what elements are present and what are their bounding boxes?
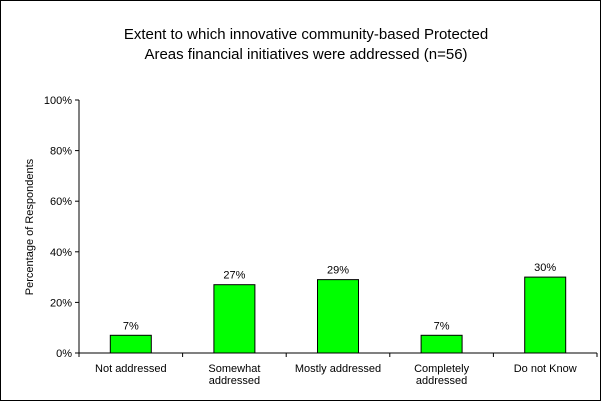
category-label: Do not Know [514,363,577,375]
bar [317,279,359,354]
y-tick-label: 20% [50,297,72,309]
category-label: Completely [414,363,470,375]
category-label: Somewhat [208,363,260,375]
category-label: addressed [209,375,260,387]
plot-area: 0% 20% 40% 60% 80% 100% 7% Not addressed 27% Some… [44,95,598,387]
chart-title: Extent to which innovative community-bas… [124,26,488,63]
bar [524,276,567,354]
bar [213,284,256,354]
bar [420,334,463,354]
y-tick-label: 100% [44,95,72,107]
data-label: 29% [327,265,349,277]
data-label: 7% [434,320,450,332]
y-tick-label: 60% [50,196,72,208]
chart-title-line-1: Extent to which innovative community-bas… [124,26,488,43]
y-tick-label: 0% [56,348,72,360]
category-label: Mostly addressed [295,363,381,375]
y-tick-label: 80% [50,146,72,158]
data-label: 30% [534,262,556,274]
y-axis-label: Percentage of Respondents [24,158,36,295]
category-label: Not addressed [95,363,167,375]
bar [109,334,152,354]
category-label: addressed [416,375,467,387]
data-label: 27% [223,270,245,282]
chart-title-line-2: Areas financial initiatives were address… [144,46,467,63]
y-tick-label: 40% [50,247,72,259]
data-label: 7% [123,320,139,332]
